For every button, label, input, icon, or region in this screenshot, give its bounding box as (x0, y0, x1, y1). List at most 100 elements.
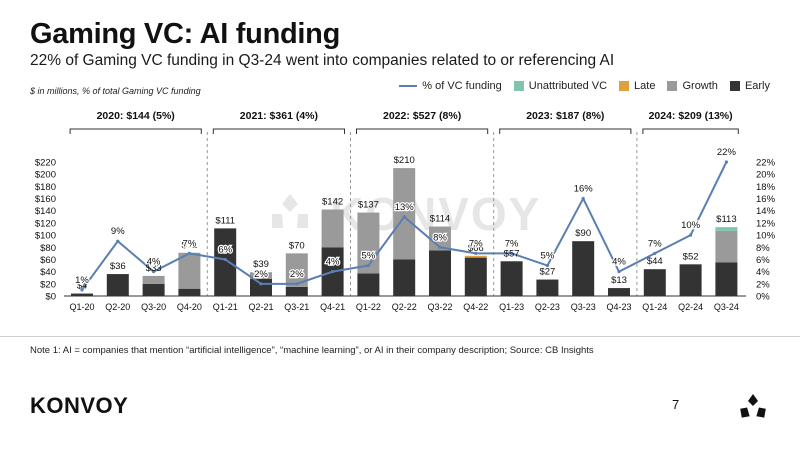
footer-divider (0, 336, 800, 337)
bar-total-label: $39 (253, 259, 269, 270)
konvoy-mark-icon (740, 394, 766, 418)
y-tick-label: $0 (45, 292, 56, 303)
legend-early-swatch (729, 81, 740, 91)
bar-total-label: $52 (683, 251, 699, 262)
x-tick-label: Q3-23 (571, 302, 596, 312)
bar-total-label: $27 (539, 267, 555, 278)
bar-total-label: $137 (358, 200, 379, 211)
y-tick-label: $40 (40, 267, 56, 278)
bar-early (572, 241, 595, 296)
pct-label: 2% (290, 269, 304, 280)
bar-early (106, 274, 129, 296)
pct-point (724, 160, 729, 164)
y-tick-label: $160 (35, 194, 56, 205)
bar-total-label: $13 (611, 275, 627, 286)
pct-point (545, 263, 550, 268)
bar-growth (285, 253, 308, 287)
pct-point (187, 251, 191, 255)
pct-label: 8% (433, 232, 447, 243)
pct-label: 5% (362, 251, 376, 262)
bar-early (500, 261, 523, 296)
x-tick-label: Q2-20 (105, 302, 130, 312)
x-tick-label: Q4-21 (320, 302, 345, 312)
pct-label: 7% (469, 238, 483, 249)
bar-early (608, 288, 630, 296)
bar-growth (178, 252, 201, 289)
units-note: $ in millions, % of total Gaming VC fund… (30, 86, 201, 96)
y-tick-label: $80 (40, 243, 56, 254)
bar-early (357, 273, 380, 296)
watermark-icon (282, 194, 298, 212)
legend-growth-swatch (667, 81, 678, 91)
chart-legend: % of VC funding Unattributed VC Late Gro… (387, 80, 770, 92)
pct-label: 4% (612, 257, 626, 268)
bar-early (536, 279, 559, 296)
x-tick-label: Q3-22 (427, 302, 452, 312)
pct-point (331, 270, 335, 274)
bar-early (71, 293, 93, 296)
bar-total-label: $36 (110, 261, 126, 272)
y2-tick-label: 14% (756, 206, 776, 217)
bar-early (142, 283, 165, 296)
bar-total-label: $142 (322, 197, 343, 208)
x-tick-label: Q1-24 (642, 302, 667, 312)
bar-total-label: $66 (468, 243, 484, 254)
x-tick-label: Q3-20 (141, 302, 166, 312)
year-group-bracket (356, 128, 489, 134)
bar-early (250, 278, 272, 296)
pct-label: 2% (254, 269, 268, 280)
y-tick-label: $100 (35, 231, 56, 242)
year-group-label: 2021: $361 (4%) (240, 110, 318, 122)
bar-early (715, 262, 738, 296)
y-tick-label: $60 (40, 255, 56, 266)
y2-tick-label: 8% (756, 243, 770, 254)
bar-early (429, 250, 451, 296)
year-group-bracket (212, 128, 345, 134)
bar-early (679, 264, 702, 296)
pct-label: 7% (505, 238, 519, 249)
y2-tick-label: 2% (756, 279, 770, 290)
pct-label: 22% (717, 147, 737, 158)
pct-point (617, 270, 621, 274)
legend-label-late: Late (634, 80, 656, 92)
pct-label: 4% (147, 257, 161, 268)
pct-label: 5% (541, 251, 555, 262)
watermark-icon (272, 214, 283, 228)
legend-label-growth: Growth (682, 80, 718, 92)
pct-label: 7% (183, 238, 197, 249)
bar-total-label: $33 (146, 263, 162, 274)
legend-label-unattributed: Unattributed VC (528, 80, 608, 92)
legend-label-line: % of VC funding (422, 80, 502, 92)
pct-label: 7% (648, 238, 662, 249)
bar-growth (393, 168, 416, 260)
pct-point (689, 233, 693, 237)
bar-total-label: $70 (289, 240, 305, 251)
pct-label: 9% (111, 226, 125, 237)
konvoy-logo: KONVOY (30, 393, 129, 418)
pct-point (438, 245, 442, 249)
y-tick-label: $20 (40, 279, 56, 290)
bar-total-label: $111 (215, 215, 235, 226)
pct-label: 10% (681, 220, 701, 231)
bar-growth (142, 275, 165, 284)
y2-tick-label: 6% (756, 255, 770, 266)
pct-label: 6% (218, 244, 232, 255)
pct-point (259, 282, 263, 286)
bar-early (643, 269, 666, 296)
pct-point (581, 196, 585, 201)
pct-label: 16% (574, 184, 594, 195)
year-group-label: 2020: $144 (5%) (97, 110, 175, 122)
year-group-label: 2023: $187 (8%) (526, 110, 604, 122)
pct-point (223, 257, 227, 262)
pct-point (510, 251, 514, 255)
y-tick-label: $200 (35, 170, 56, 181)
x-tick-label: Q2-23 (535, 302, 560, 312)
y2-tick-label: 4% (756, 267, 770, 278)
pct-label: 13% (395, 202, 415, 213)
x-tick-label: Q2-22 (392, 302, 417, 312)
x-tick-label: Q1-20 (69, 302, 94, 312)
legend-item-unattributed: Unattributed VC (513, 80, 608, 92)
y-tick-label: $180 (35, 182, 56, 193)
x-tick-label: Q2-24 (678, 302, 703, 312)
bar-late (464, 255, 487, 258)
